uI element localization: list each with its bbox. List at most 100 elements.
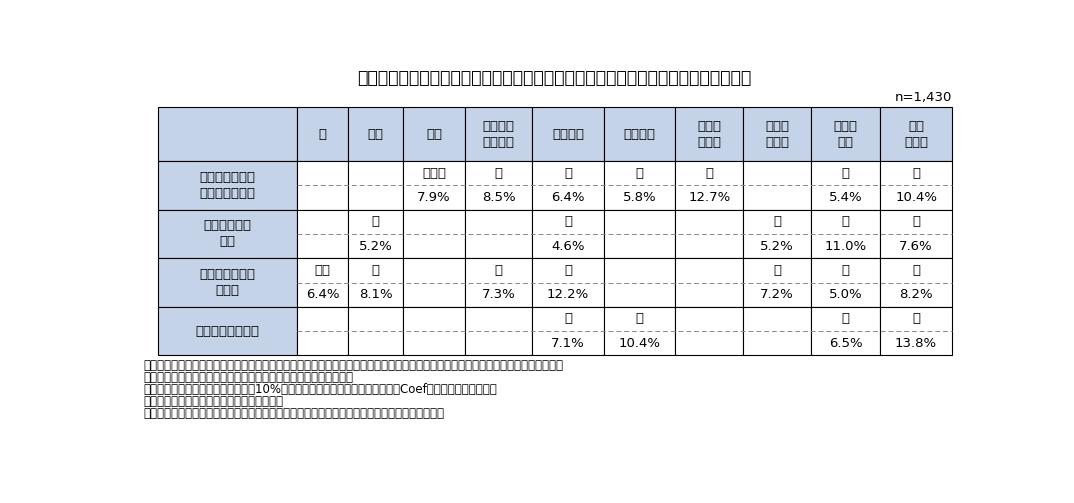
Text: 有: 有 (842, 167, 850, 180)
Bar (158, 307, 296, 355)
Bar (348, 307, 403, 355)
Bar (604, 210, 676, 258)
Text: 社会保障制度の
持続性への寄与: 社会保障制度の 持続性への寄与 (199, 171, 256, 200)
Text: 高: 高 (912, 215, 920, 228)
Text: 国民の寿命の
延伸: 国民の寿命の 延伸 (203, 219, 251, 248)
Bar (348, 161, 403, 210)
Text: 13.8%: 13.8% (895, 337, 938, 350)
Bar (348, 258, 403, 307)
Text: 10.4%: 10.4% (619, 337, 661, 350)
Text: 10.4%: 10.4% (895, 191, 938, 204)
Bar (743, 210, 811, 258)
Bar (403, 107, 465, 161)
Text: 大: 大 (706, 167, 713, 180)
Text: 自覚
健康度: 自覚 健康度 (904, 120, 928, 149)
Bar (533, 307, 604, 355)
Bar (604, 161, 676, 210)
Text: 受診・
疾患: 受診・ 疾患 (833, 120, 857, 149)
Text: 大: 大 (636, 312, 643, 325)
Bar (158, 210, 296, 258)
Text: 6.4%: 6.4% (306, 288, 339, 301)
Text: 世帯年収: 世帯年収 (624, 128, 656, 141)
Bar (811, 210, 881, 258)
Bar (296, 210, 348, 258)
Text: 医療費
負担額: 医療費 負担額 (697, 120, 722, 149)
Bar (533, 210, 604, 258)
Text: 注３：欠測値を有する方は解析から除外した: 注３：欠測値を有する方は解析から除外した (144, 395, 284, 408)
Text: 性: 性 (319, 128, 326, 141)
Text: 7.6%: 7.6% (899, 239, 933, 253)
Bar (881, 107, 952, 161)
Text: 高: 高 (564, 264, 572, 277)
Bar (296, 307, 348, 355)
Text: 無職者: 無職者 (422, 167, 446, 180)
Bar (465, 161, 533, 210)
Text: n=1,430: n=1,430 (895, 91, 952, 104)
Text: 低: 低 (372, 215, 380, 228)
Text: 7.1%: 7.1% (551, 337, 585, 350)
Text: 12.7%: 12.7% (688, 191, 730, 204)
Bar (676, 307, 743, 355)
Bar (533, 258, 604, 307)
Bar (533, 161, 604, 210)
Bar (403, 161, 465, 210)
Text: 大: 大 (773, 215, 781, 228)
Bar (465, 258, 533, 307)
Bar (465, 107, 533, 161)
Bar (158, 161, 296, 210)
Text: 低: 低 (636, 167, 643, 180)
Bar (403, 258, 465, 307)
Bar (465, 307, 533, 355)
Text: 5.2%: 5.2% (760, 239, 794, 253)
Text: 有: 有 (842, 312, 850, 325)
Text: 最終学歴: 最終学歴 (552, 128, 584, 141)
Text: 医療費
負担感: 医療費 負担感 (765, 120, 789, 149)
Bar (743, 258, 811, 307)
Bar (811, 161, 881, 210)
Text: 表７　重視する医薬品の価値（マクロ視点）：価値ごとに見た、属性区分ごとの特徴: 表７ 重視する医薬品の価値（マクロ視点）：価値ごとに見た、属性区分ごとの特徴 (358, 69, 752, 87)
Bar (296, 258, 348, 307)
Bar (348, 107, 403, 161)
Text: 国民の健康寿命
の延伸: 国民の健康寿命 の延伸 (199, 268, 256, 297)
Bar (676, 161, 743, 210)
Text: 6.4%: 6.4% (551, 191, 585, 204)
Text: 介護が必
要な家族: 介護が必 要な家族 (482, 120, 514, 149)
Bar (743, 161, 811, 210)
Bar (348, 210, 403, 258)
Text: 11.0%: 11.0% (825, 239, 867, 253)
Text: 有: 有 (494, 264, 503, 277)
Bar (676, 210, 743, 258)
Bar (676, 258, 743, 307)
Bar (296, 161, 348, 210)
Text: 低: 低 (372, 264, 380, 277)
Text: を説明変数とした線形確率モデルによる多重回帰分析を実施: を説明変数とした線形確率モデルによる多重回帰分析を実施 (144, 371, 353, 384)
Text: 女性: 女性 (315, 264, 331, 277)
Bar (403, 307, 465, 355)
Bar (604, 258, 676, 307)
Text: 5.4%: 5.4% (829, 191, 862, 204)
Text: 高: 高 (912, 167, 920, 180)
Bar (811, 258, 881, 307)
Text: 高: 高 (564, 167, 572, 180)
Text: 高: 高 (912, 312, 920, 325)
Bar (881, 210, 952, 258)
Text: 5.8%: 5.8% (623, 191, 656, 204)
Text: 出所：「医薬品の価格や制度、価値に関する意識調査」結果を基に医薬産業政策研究所にて作成: 出所：「医薬品の価格や制度、価値に関する意識調査」結果を基に医薬産業政策研究所に… (144, 407, 445, 420)
Text: 8.5%: 8.5% (482, 191, 516, 204)
Text: 5.0%: 5.0% (829, 288, 862, 301)
Text: 有: 有 (494, 167, 503, 180)
Text: 7.2%: 7.2% (760, 288, 794, 301)
Bar (743, 107, 811, 161)
Bar (604, 107, 676, 161)
Text: 大: 大 (773, 264, 781, 277)
Bar (743, 307, 811, 355)
Text: 有: 有 (842, 215, 850, 228)
Bar (158, 258, 296, 307)
Text: 有: 有 (842, 264, 850, 277)
Bar (811, 307, 881, 355)
Bar (676, 107, 743, 161)
Bar (881, 258, 952, 307)
Bar (604, 307, 676, 355)
Text: 低: 低 (564, 312, 572, 325)
Text: 8.2%: 8.2% (899, 288, 933, 301)
